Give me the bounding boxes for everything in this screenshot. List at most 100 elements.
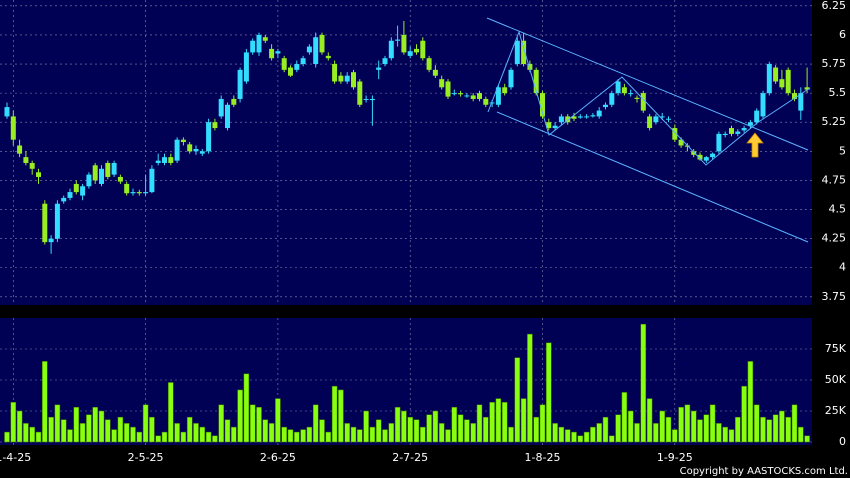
candle-body: [395, 39, 401, 41]
volume-bar: [375, 419, 382, 443]
candle-body: [445, 81, 451, 97]
volume-bar: [413, 419, 420, 443]
candle-body: [666, 118, 671, 120]
volume-bar: [577, 435, 584, 443]
volume-bar: [92, 407, 98, 443]
volume-bar: [344, 423, 350, 443]
volume-bar: [646, 398, 653, 443]
candle-body: [376, 67, 382, 70]
volume-bar: [243, 373, 250, 443]
candle-body: [281, 58, 287, 70]
candle-body: [735, 131, 741, 134]
volume-bar: [445, 429, 451, 443]
volume-bar: [256, 407, 262, 443]
volume-bar: [294, 431, 300, 443]
volume-bar: [753, 404, 760, 443]
volume-bar: [451, 407, 458, 443]
candle-body: [414, 48, 419, 53]
candle-body: [168, 157, 174, 163]
volume-bar: [697, 419, 703, 443]
candle-body: [136, 192, 142, 194]
candle-body: [577, 116, 583, 118]
candle-body: [722, 133, 728, 136]
candle-body: [199, 151, 205, 154]
candle-body: [262, 37, 268, 41]
candle-body: [319, 34, 325, 53]
volume-bar: [382, 429, 388, 443]
volume-bar: [67, 429, 73, 443]
candle-body: [747, 122, 753, 126]
candle-body: [80, 186, 86, 196]
y-tick-label: 6: [839, 28, 846, 41]
volume-bar: [73, 407, 80, 443]
volume-bar: [35, 431, 42, 443]
y-tick-label: 25K: [825, 404, 847, 417]
candle-body: [729, 128, 734, 134]
volume-bar: [42, 361, 48, 443]
volume-bar: [785, 416, 791, 443]
volume-bar: [86, 414, 92, 443]
candle-body: [521, 40, 527, 65]
candle-body: [495, 87, 501, 105]
volume-bar: [275, 398, 281, 443]
candle-body: [546, 122, 552, 129]
volume-bar: [558, 426, 565, 443]
volume-bar: [312, 404, 319, 443]
candle-body: [798, 93, 804, 111]
candle-body: [590, 115, 596, 117]
volume-bar: [514, 357, 521, 443]
volume-bar: [325, 431, 332, 443]
y-tick-label: 4.75: [822, 173, 847, 186]
candle-body: [691, 151, 697, 155]
x-tick-label: 1-8-25: [525, 451, 561, 464]
candle-body: [502, 87, 508, 94]
candle-body: [653, 116, 659, 123]
candle-body: [527, 64, 533, 70]
candle-body: [206, 122, 212, 152]
volume-bar: [520, 398, 527, 443]
candle-body: [426, 58, 432, 70]
y-tick-label: 5.25: [822, 115, 847, 128]
volume-bar: [231, 426, 237, 443]
volume-bar: [407, 416, 413, 443]
candle-body: [382, 58, 388, 65]
volume-bar: [602, 416, 609, 443]
volume-bar: [357, 429, 363, 443]
volume-bar: [552, 423, 558, 443]
candle-body: [540, 93, 545, 117]
x-tick-label: 2-7-25: [392, 451, 428, 464]
volume-bar: [470, 423, 476, 443]
volume-bar: [149, 416, 155, 443]
y-tick-label: 0: [839, 435, 846, 448]
candle-body: [533, 69, 539, 94]
volume-bar: [363, 410, 369, 443]
candle-body: [710, 153, 716, 158]
volume-bar: [98, 410, 105, 443]
candle-body: [369, 98, 375, 101]
candle-body: [621, 87, 627, 94]
volume-bar: [331, 385, 338, 443]
y-tick-label: 4.25: [822, 232, 847, 245]
candle-body: [187, 144, 193, 152]
volume-bar: [527, 333, 533, 443]
copyright: Copyright by AASTOCKS.com Ltd.: [680, 466, 848, 477]
candle-body: [477, 93, 482, 99]
y-tick-label: 75K: [825, 342, 847, 355]
candle-body: [760, 93, 766, 117]
candle-body: [351, 72, 356, 88]
candle-body: [67, 192, 73, 198]
candle-body: [117, 176, 123, 182]
candle-body: [716, 133, 722, 152]
volume-bar: [546, 342, 552, 443]
volume-bar: [590, 426, 596, 443]
candle-body: [237, 69, 243, 99]
candle-body: [659, 116, 665, 118]
candle-body: [269, 48, 275, 59]
volume-bar: [438, 423, 445, 443]
volume-bar: [722, 426, 728, 443]
volume-bar: [205, 431, 212, 443]
volume-bar: [48, 416, 54, 443]
candle-body: [489, 102, 495, 104]
candle-body: [552, 125, 558, 129]
candle-body: [29, 162, 35, 169]
